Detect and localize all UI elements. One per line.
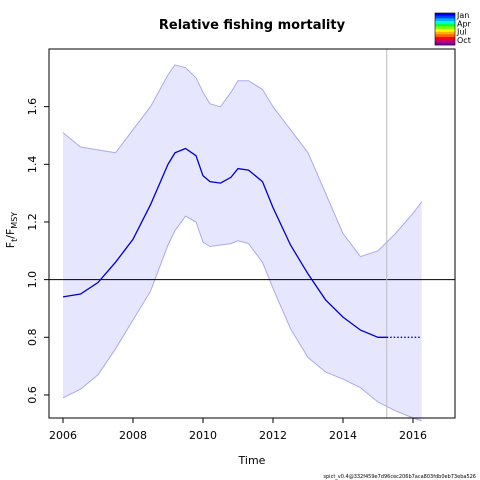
x-tick-label: 2006 bbox=[49, 429, 77, 442]
legend-color-step bbox=[435, 13, 455, 16]
x-tick-label: 2010 bbox=[189, 429, 217, 442]
y-tick-label: 1.6 bbox=[26, 98, 39, 116]
legend-label: Jul bbox=[456, 28, 467, 37]
legend-label: Oct bbox=[457, 36, 471, 45]
y-axis: 0.6 0.8 1.0 1.2 1.4 1.6 bbox=[26, 98, 50, 404]
legend-color-step bbox=[435, 29, 455, 32]
legend-color-step bbox=[435, 26, 455, 30]
series-layer bbox=[62, 147, 422, 338]
lower-bound-line bbox=[62, 215, 422, 422]
y-axis-label: Ft/FMSY bbox=[4, 212, 19, 248]
legend-label: Apr bbox=[457, 19, 472, 28]
legend-label: Jan bbox=[456, 11, 469, 20]
estimate-line bbox=[62, 147, 387, 338]
y-tick-label: 1.0 bbox=[26, 271, 39, 289]
y-label-sub2: MSY bbox=[10, 212, 19, 229]
chart-title: Relative fishing mortality bbox=[159, 18, 346, 33]
confidence-band bbox=[63, 64, 422, 421]
y-label-sep: /F bbox=[4, 229, 17, 239]
x-tick-label: 2012 bbox=[259, 429, 287, 442]
y-label-main: F bbox=[4, 242, 17, 248]
legend-color-step bbox=[435, 23, 455, 27]
x-axis-label: Time bbox=[238, 454, 266, 467]
reference-layer bbox=[49, 49, 455, 418]
y-tick-label: 0.6 bbox=[26, 386, 39, 404]
x-axis: 2006 2008 2010 2012 2014 2016 bbox=[49, 417, 427, 442]
legend-color-step bbox=[435, 42, 455, 46]
x-tick-label: 2008 bbox=[119, 429, 147, 442]
legend-color-step bbox=[435, 39, 455, 43]
legend-color-step bbox=[435, 31, 455, 35]
version-footer: spict_v0.4@332f459e7d96cec206b7aca803fdb… bbox=[323, 474, 476, 480]
legend-color-step bbox=[435, 37, 455, 40]
legend-color-step bbox=[435, 34, 455, 38]
legend-color-step bbox=[435, 18, 455, 22]
confidence-band-layer bbox=[62, 64, 423, 422]
x-tick-label: 2016 bbox=[399, 429, 427, 442]
y-tick-label: 1.2 bbox=[26, 213, 39, 231]
y-tick-label: 1.4 bbox=[26, 156, 39, 174]
legend-frame bbox=[434, 12, 456, 46]
upper-bound-line bbox=[62, 64, 423, 258]
x-tick-label: 2014 bbox=[329, 429, 357, 442]
y-tick-label: 0.8 bbox=[26, 329, 39, 347]
legend-color-step bbox=[435, 21, 455, 24]
legend-color-step bbox=[435, 15, 455, 19]
y-label-sub1: t bbox=[10, 239, 19, 242]
